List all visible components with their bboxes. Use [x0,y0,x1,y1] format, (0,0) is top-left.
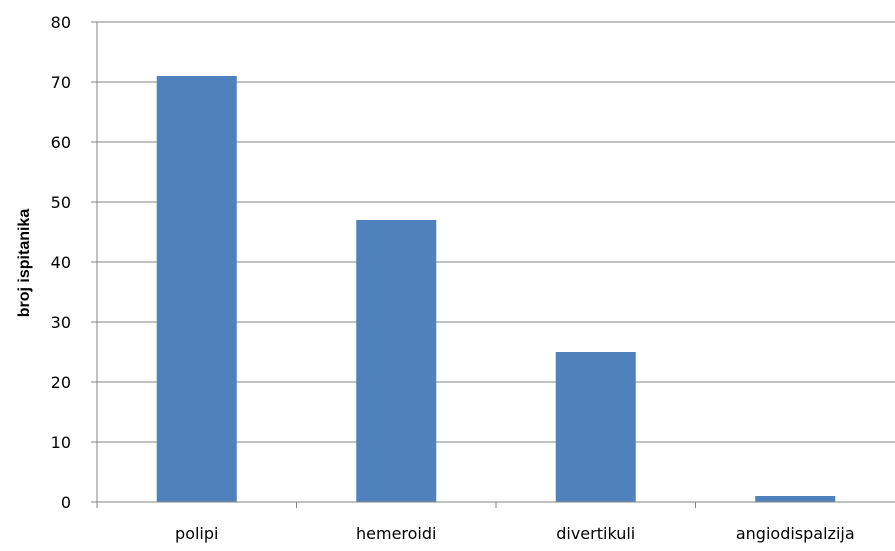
y-tick-label: 10 [51,433,71,452]
y-tick-label: 80 [51,13,71,32]
y-tick-label: 60 [51,133,71,152]
y-tick-label: 0 [61,493,71,512]
bar [555,352,636,502]
y-tick-label: 40 [51,253,71,272]
x-axis: polipi hemeroidi divertikuli angiodispalzij… [96,501,895,543]
x-tick-label: hemeroidi [356,524,436,543]
bar [156,76,237,502]
bar [755,496,836,502]
bar [356,220,437,502]
y-axis-label: broj ispitanika [16,209,33,318]
y-tick-label: 50 [51,193,71,212]
y-tick-label: 70 [51,73,71,92]
y-tick-label: 20 [51,373,71,392]
x-tick-label: divertikuli [556,524,635,543]
y-axis: 0 10 20 30 40 50 60 70 80 [51,13,98,512]
x-tick-label: polipi [175,524,218,543]
bars [156,76,836,502]
y-tick-label: 30 [51,313,71,332]
x-tick-label: angiodispalzija [736,524,855,543]
